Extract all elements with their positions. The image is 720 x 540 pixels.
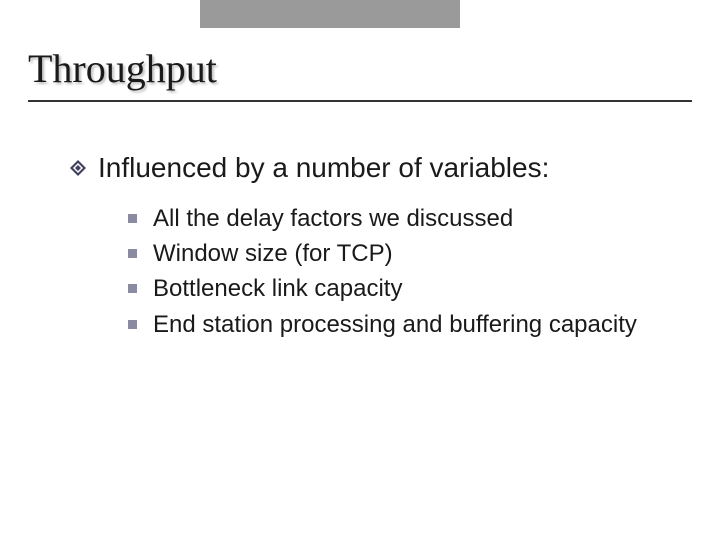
title-region: Throughput (28, 45, 692, 102)
square-bullet-icon (128, 320, 137, 329)
title-underline (28, 100, 692, 102)
list-item: Window size (for TCP) (128, 238, 680, 269)
list-item: Bottleneck link capacity (128, 273, 680, 304)
main-bullet-text: Influenced by a number of variables: (98, 150, 549, 185)
sub-bullet-text: End station processing and buffering cap… (153, 309, 637, 340)
sub-bullet-text: All the delay factors we discussed (153, 203, 513, 234)
main-bullet-item: Influenced by a number of variables: (70, 150, 680, 185)
list-item: End station processing and buffering cap… (128, 309, 680, 340)
sub-bullet-text: Window size (for TCP) (153, 238, 393, 269)
decorative-top-bar (200, 0, 460, 28)
square-bullet-icon (128, 214, 137, 223)
square-bullet-icon (128, 249, 137, 258)
square-bullet-icon (128, 284, 137, 293)
sub-bullet-text: Bottleneck link capacity (153, 273, 402, 304)
slide-title: Throughput (28, 45, 692, 100)
diamond-bullet-icon (70, 160, 86, 181)
list-item: All the delay factors we discussed (128, 203, 680, 234)
sub-bullet-list: All the delay factors we discussed Windo… (128, 203, 680, 340)
content-region: Influenced by a number of variables: All… (70, 150, 680, 344)
